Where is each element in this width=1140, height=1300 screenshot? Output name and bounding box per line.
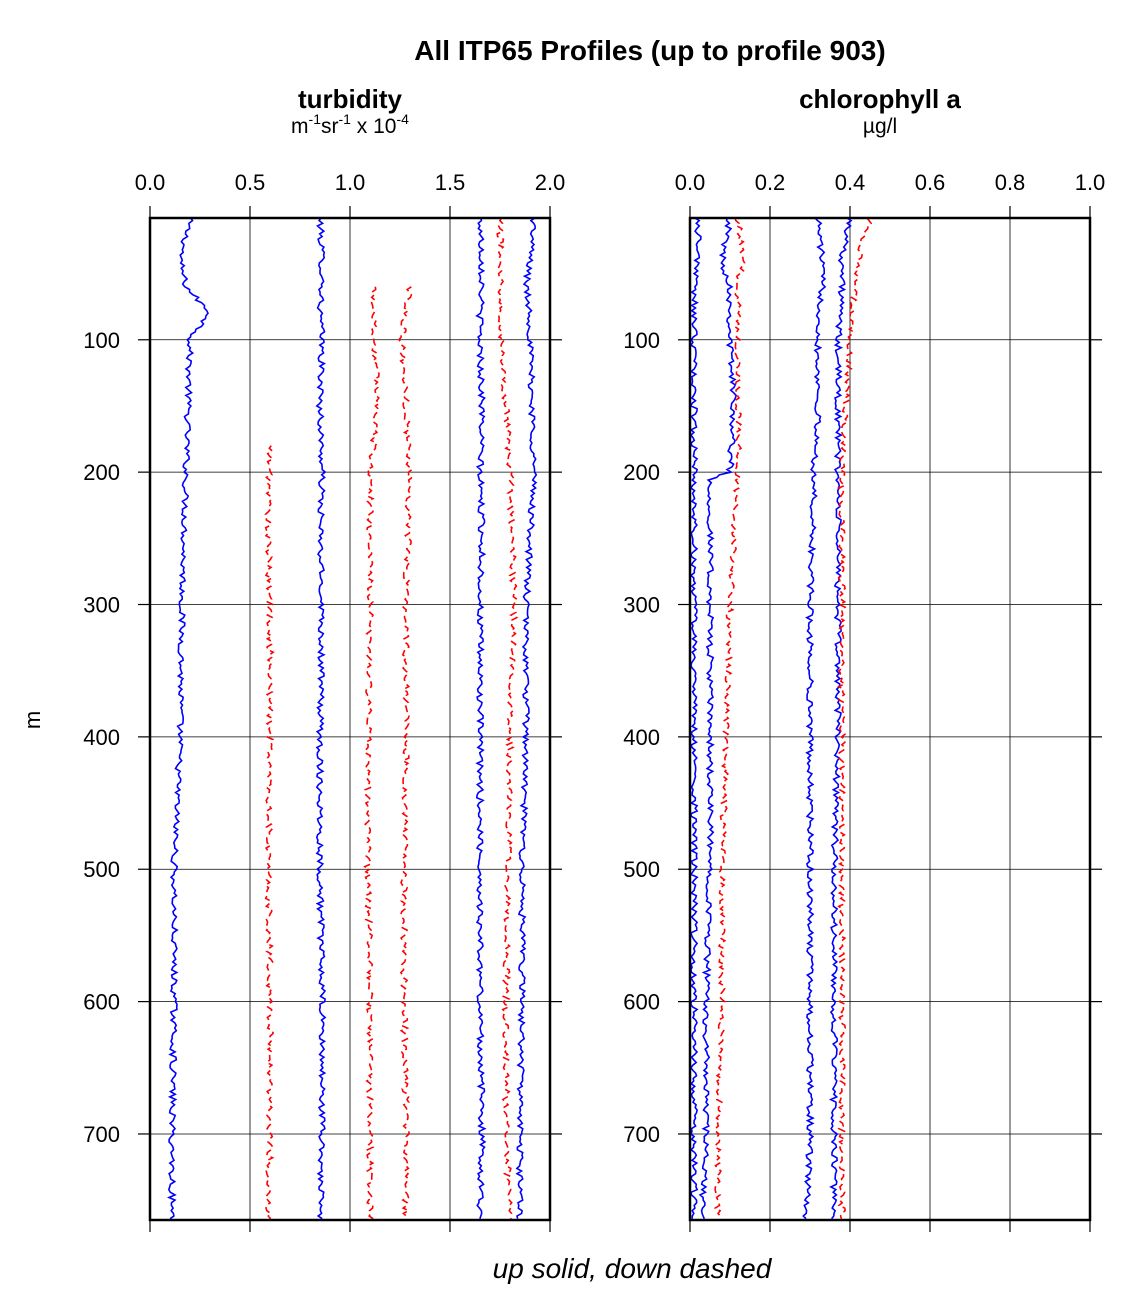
- x-tick-label: 0.2: [755, 170, 786, 195]
- y-tick-label: 200: [83, 460, 120, 485]
- down-profile-line: [495, 217, 519, 1219]
- up-profile-line: [689, 217, 702, 1219]
- y-tick-label: 200: [623, 460, 660, 485]
- down-profile-line: [713, 217, 746, 1219]
- x-tick-label: 0.4: [835, 170, 866, 195]
- up-profile-line: [475, 217, 487, 1219]
- turbidity-panel-title: turbidity: [298, 84, 403, 114]
- up-profile-line: [315, 217, 327, 1220]
- x-tick-label: 0.6: [915, 170, 946, 195]
- x-tick-label: 1.0: [1075, 170, 1106, 195]
- up-profile-line: [828, 217, 853, 1220]
- x-tick-label: 0.8: [995, 170, 1026, 195]
- x-tick-label: 0.0: [135, 170, 166, 195]
- plot-frame: [688, 216, 1092, 1222]
- y-tick-label: 300: [83, 593, 120, 618]
- x-tick-label: 0.5: [235, 170, 266, 195]
- chlorophyll-panel-title: chlorophyll a: [799, 84, 961, 114]
- y-tick-label: 500: [83, 857, 120, 882]
- down-profile-line: [836, 217, 873, 1219]
- down-profile-line: [397, 286, 414, 1219]
- y-tick-label: 700: [83, 1122, 120, 1147]
- y-tick-label: 600: [83, 990, 120, 1015]
- turbidity-panel: 0.0 0.5 1.0 1.5 2.0 100 200 300 400 500 600 700: [83, 170, 565, 1232]
- y-tick-label: 700: [623, 1122, 660, 1147]
- x-tick-label: 2.0: [535, 170, 566, 195]
- footer-legend-note: up solid, down dashed: [493, 1253, 773, 1284]
- chlorophyll-unit-label: µg/l: [863, 115, 897, 138]
- y-axis-label: m: [20, 711, 45, 729]
- y-tick-label: 600: [623, 990, 660, 1015]
- down-profile-line: [264, 445, 275, 1220]
- chlorophyll-panel: 0.0 0.2 0.4 0.6 0.8 1.0 100 200 300 400 500 600 700: [623, 170, 1105, 1232]
- up-profile-line: [698, 217, 737, 1220]
- y-tick-label: 100: [83, 328, 120, 353]
- y-tick-label: 400: [83, 725, 120, 750]
- up-profile-line: [802, 217, 827, 1220]
- y-tick-label: 500: [623, 857, 660, 882]
- y-tick-label: 400: [623, 725, 660, 750]
- y-tick-label: 300: [623, 593, 660, 618]
- up-profile-line: [166, 217, 209, 1220]
- x-tick-label: 1.0: [335, 170, 366, 195]
- figure-title: All ITP65 Profiles (up to profile 903): [414, 35, 885, 66]
- up-profile-line: [515, 217, 538, 1219]
- x-tick-label: 0.0: [675, 170, 706, 195]
- x-tick-label: 1.5: [435, 170, 466, 195]
- turbidity-unit-label: m-1sr-1 x 10-4: [291, 111, 409, 138]
- y-tick-label: 100: [623, 328, 660, 353]
- down-profile-line: [363, 286, 381, 1220]
